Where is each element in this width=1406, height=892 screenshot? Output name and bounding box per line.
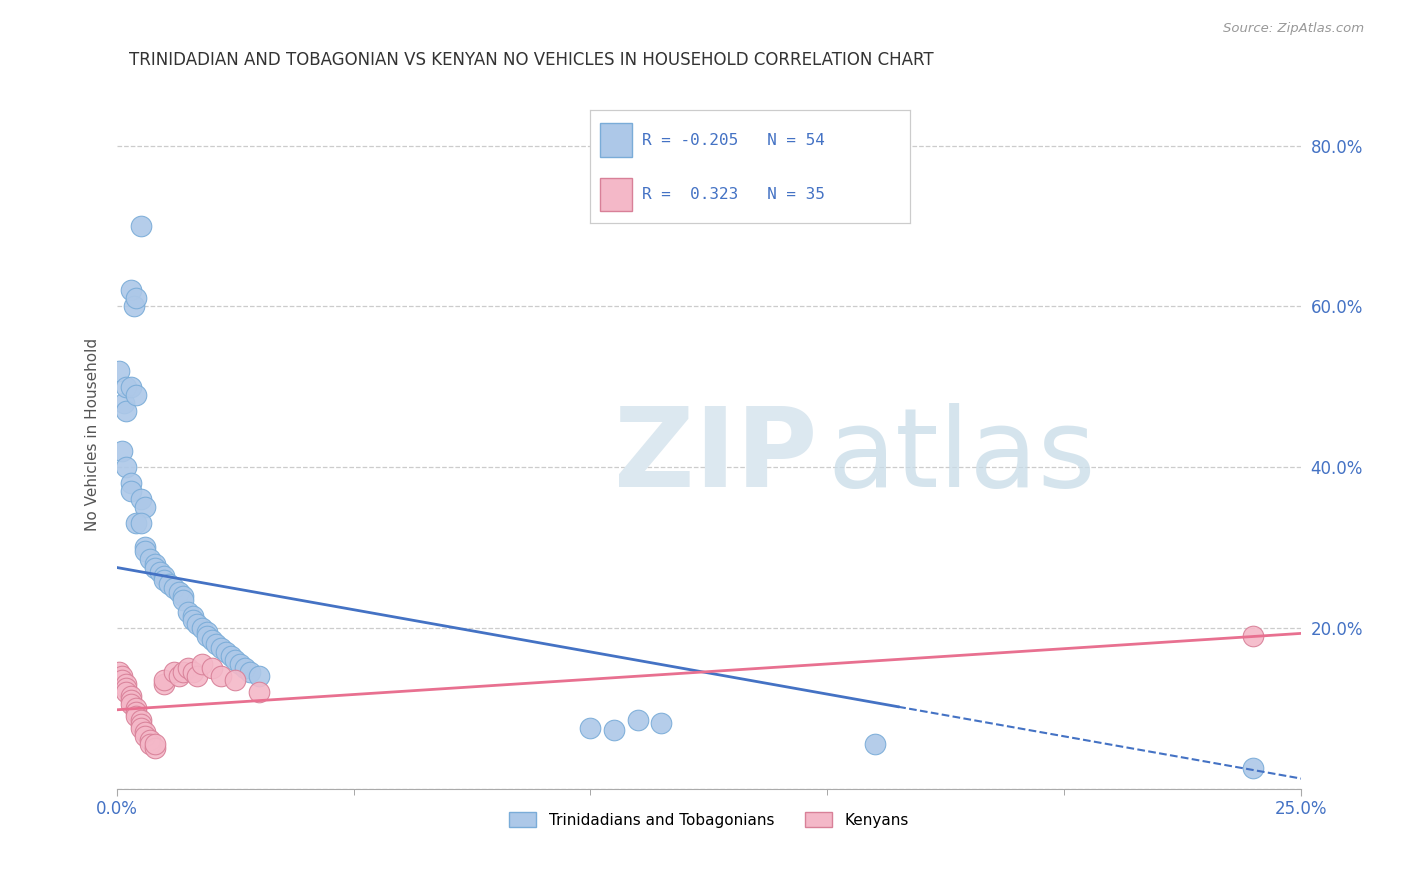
Point xyxy=(120,476,142,491)
Point xyxy=(125,709,148,723)
Point xyxy=(219,648,242,663)
Point xyxy=(627,713,650,727)
Point xyxy=(201,632,224,647)
Point xyxy=(139,737,162,751)
Point xyxy=(122,299,145,313)
Point xyxy=(209,640,232,655)
Point xyxy=(247,669,270,683)
Point xyxy=(172,589,194,603)
Point xyxy=(191,657,214,671)
Point xyxy=(108,665,131,679)
Point xyxy=(224,673,246,687)
Point xyxy=(153,673,176,687)
Point xyxy=(172,592,194,607)
Point xyxy=(129,721,152,735)
Point xyxy=(1241,629,1264,643)
Point xyxy=(579,721,602,735)
Point xyxy=(134,725,156,739)
Point xyxy=(603,723,626,737)
Point xyxy=(129,219,152,233)
Point xyxy=(238,665,260,679)
Point xyxy=(120,380,142,394)
Point xyxy=(153,568,176,582)
Point xyxy=(163,581,186,595)
Point xyxy=(195,624,218,639)
Point xyxy=(129,516,152,531)
Point xyxy=(115,460,138,475)
Point xyxy=(205,637,228,651)
Point xyxy=(112,396,135,410)
Point xyxy=(1241,761,1264,775)
Point xyxy=(191,621,214,635)
Point xyxy=(143,737,166,751)
Point xyxy=(129,717,152,731)
Point xyxy=(863,737,886,751)
Point xyxy=(177,661,200,675)
Point xyxy=(167,584,190,599)
Point xyxy=(233,661,256,675)
Point xyxy=(229,657,252,671)
Point xyxy=(125,291,148,305)
Point xyxy=(120,283,142,297)
Point xyxy=(157,576,180,591)
Point xyxy=(186,616,208,631)
Point xyxy=(163,665,186,679)
Point xyxy=(120,484,142,499)
Text: ZIP: ZIP xyxy=(614,402,817,509)
Point xyxy=(120,693,142,707)
Point xyxy=(139,552,162,566)
Point xyxy=(209,669,232,683)
Legend: Trinidadians and Tobagonians, Kenyans: Trinidadians and Tobagonians, Kenyans xyxy=(503,805,915,834)
Text: Source: ZipAtlas.com: Source: ZipAtlas.com xyxy=(1223,22,1364,36)
Point xyxy=(115,685,138,699)
Point xyxy=(201,661,224,675)
Point xyxy=(125,388,148,402)
Point xyxy=(111,669,134,683)
Point xyxy=(650,715,672,730)
Point xyxy=(134,500,156,515)
Point xyxy=(115,404,138,418)
Point xyxy=(125,701,148,715)
Point xyxy=(153,573,176,587)
Point xyxy=(181,608,204,623)
Point xyxy=(115,681,138,695)
Text: atlas: atlas xyxy=(827,402,1095,509)
Point xyxy=(115,380,138,394)
Point xyxy=(224,653,246,667)
Point xyxy=(134,544,156,558)
Point xyxy=(125,705,148,719)
Point xyxy=(111,673,134,687)
Point xyxy=(143,741,166,756)
Text: TRINIDADIAN AND TOBAGONIAN VS KENYAN NO VEHICLES IN HOUSEHOLD CORRELATION CHART: TRINIDADIAN AND TOBAGONIAN VS KENYAN NO … xyxy=(129,51,934,69)
Point xyxy=(120,697,142,711)
Point xyxy=(186,669,208,683)
Point xyxy=(148,565,170,579)
Point xyxy=(172,665,194,679)
Point xyxy=(247,685,270,699)
Point xyxy=(181,613,204,627)
Point xyxy=(181,665,204,679)
Point xyxy=(134,541,156,555)
Point xyxy=(115,677,138,691)
Point xyxy=(177,605,200,619)
Point xyxy=(167,669,190,683)
Point xyxy=(195,629,218,643)
Point xyxy=(120,689,142,703)
Point xyxy=(143,557,166,571)
Point xyxy=(215,645,238,659)
Point xyxy=(153,677,176,691)
Point xyxy=(108,364,131,378)
Point xyxy=(143,560,166,574)
Point xyxy=(129,492,152,507)
Point xyxy=(139,733,162,747)
Point xyxy=(134,729,156,743)
Point xyxy=(129,713,152,727)
Point xyxy=(125,516,148,531)
Point xyxy=(111,444,134,458)
Y-axis label: No Vehicles in Household: No Vehicles in Household xyxy=(86,338,100,532)
